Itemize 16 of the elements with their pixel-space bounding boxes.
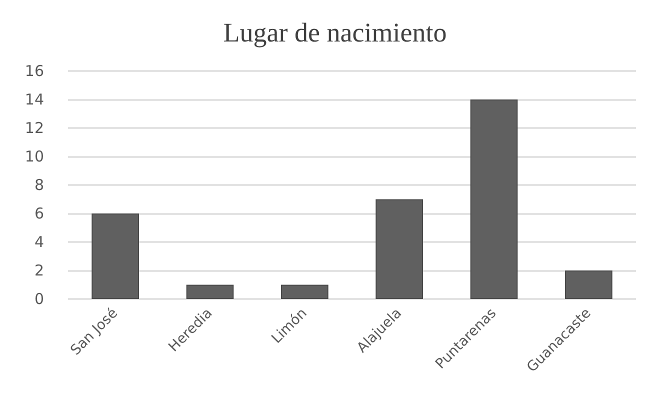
y-tick-label: 16 bbox=[24, 62, 44, 80]
chart-title: Lugar de nacimiento bbox=[223, 18, 447, 48]
y-tick-label: 12 bbox=[24, 119, 44, 137]
y-tick-label: 0 bbox=[34, 290, 44, 308]
bar bbox=[186, 284, 234, 299]
bar bbox=[281, 284, 328, 299]
y-tick-label: 10 bbox=[24, 148, 44, 166]
y-tick-label: 14 bbox=[24, 90, 44, 108]
bar bbox=[92, 214, 139, 299]
y-tick-label: 2 bbox=[34, 262, 44, 280]
y-tick-label: 4 bbox=[34, 233, 44, 251]
y-tick-label: 6 bbox=[34, 204, 44, 222]
y-tick-label: 8 bbox=[34, 176, 44, 194]
bar bbox=[565, 270, 612, 299]
bar bbox=[470, 100, 518, 299]
bar bbox=[376, 199, 423, 299]
